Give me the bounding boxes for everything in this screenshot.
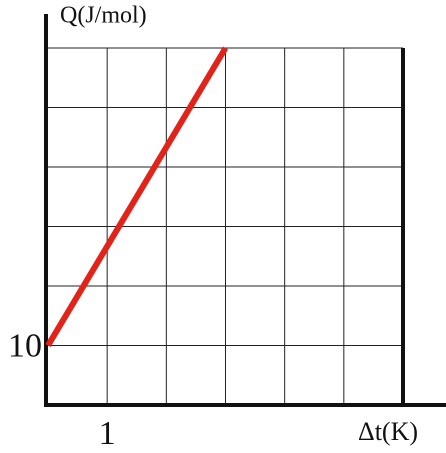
x-tick-label: 1 <box>99 415 116 452</box>
data-line <box>45 46 229 348</box>
y-axis-title: Q(J/mol) <box>60 3 147 29</box>
x-axis-title: Δt(K) <box>358 417 418 446</box>
y-tick-label: 10 <box>8 327 42 364</box>
